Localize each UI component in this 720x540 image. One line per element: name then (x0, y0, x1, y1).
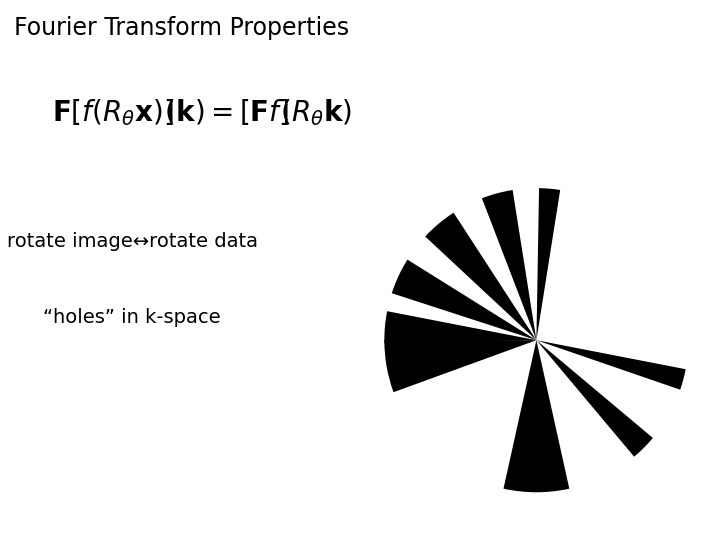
Wedge shape (503, 340, 570, 492)
Wedge shape (536, 340, 653, 457)
Text: “holes” in k-space: “holes” in k-space (43, 308, 221, 327)
Wedge shape (536, 340, 685, 390)
Wedge shape (384, 340, 536, 392)
Circle shape (384, 188, 688, 492)
Wedge shape (384, 311, 536, 343)
Text: rotate image↔rotate data: rotate image↔rotate data (7, 232, 258, 251)
Text: Fourier Transform Properties: Fourier Transform Properties (14, 16, 349, 40)
Wedge shape (536, 188, 560, 340)
Wedge shape (482, 190, 536, 340)
Wedge shape (392, 260, 536, 340)
Wedge shape (426, 213, 536, 340)
Text: $\mathbf{F}\left[f\left(R_\theta\mathbf{x}\right)\right]\!\!\left(\mathbf{k}\rig: $\mathbf{F}\left[f\left(R_\theta\mathbf{… (52, 97, 351, 128)
